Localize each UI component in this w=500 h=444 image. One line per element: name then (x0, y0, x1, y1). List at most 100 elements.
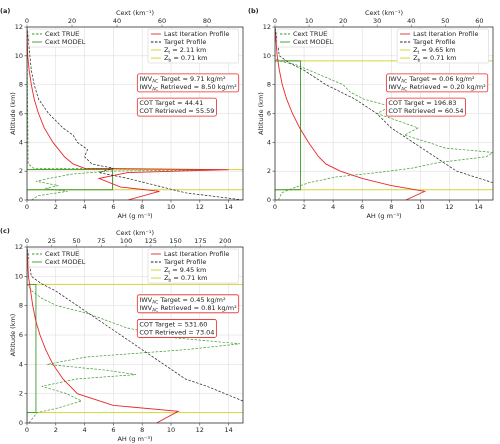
legend-label-rest: = 2.11 km (170, 46, 206, 54)
y-tick-label: 2 (267, 167, 271, 175)
x-tick-label: 12 (196, 426, 204, 434)
legend-label-rest: = 9.45 km (170, 266, 206, 274)
x-tick-label: 6 (111, 426, 115, 434)
panel-label: (b) (248, 7, 259, 15)
profile-line (275, 27, 493, 200)
cot-text: COT Retrieved = 55.59 (139, 107, 214, 115)
x-tick-label: 0 (25, 203, 29, 211)
iwv-text-sub: AC (152, 78, 158, 84)
cot-text: COT Target = 196.83 (388, 99, 456, 107)
plot-frame (274, 26, 494, 201)
panel-label: (a) (0, 7, 10, 15)
legend-label: Last Iteration Profile (413, 30, 478, 38)
legend-label: Cext TRUE (293, 30, 327, 38)
legend-box (396, 28, 489, 64)
y-tick-label: 4 (267, 138, 271, 146)
profile-line (27, 247, 243, 402)
x2-tick-label: 175 (194, 237, 206, 245)
iwv-text: IWVAC Target = 0.06 kg/m² (388, 75, 475, 84)
plot-frame (26, 26, 244, 201)
cot-text: COT Target = 44.41 (139, 99, 203, 107)
profile-line (27, 27, 113, 200)
legend-label-rest: = 0.71 km (420, 54, 456, 62)
profile-line (27, 27, 219, 200)
x-axis-label: AH (g m⁻³) (366, 212, 401, 220)
annotation-box (136, 73, 240, 93)
y-tick-label: 8 (267, 81, 271, 89)
y-axis-label: Altitude (km) (257, 92, 265, 135)
x2-tick-label: 125 (145, 237, 157, 245)
x-tick-label: 8 (140, 203, 144, 211)
iwv-text-rest: Retrieved = 0.81 kg/m² (158, 304, 237, 312)
profile-line (27, 247, 241, 423)
iwv-text-rest: Retrieved = 8.50 kg/m² (158, 83, 237, 91)
iwv-text: IWVAC Target = 9.71 kg/m² (139, 75, 226, 84)
y-axis-label: Altitude (km) (9, 314, 17, 357)
legend-label: Cext MODEL (293, 38, 334, 46)
x-tick-label: 6 (360, 203, 364, 211)
x-tick-label: 2 (54, 203, 58, 211)
x-tick-label: 2 (302, 203, 306, 211)
y-tick-label: 10 (15, 272, 23, 280)
iwv-text-sub: AC (152, 307, 158, 313)
legend-label-sub: t (418, 49, 420, 55)
x2-tick-label: 10 (305, 17, 313, 25)
x2-tick-label: 80 (203, 17, 211, 25)
legend-label-main: Z (413, 54, 418, 62)
legend-label: Zb = 0.71 km (164, 54, 208, 63)
y-tick-label: 12 (15, 23, 23, 31)
y-tick-label: 0 (19, 196, 23, 204)
y-tick-label: 6 (19, 110, 23, 118)
y-tick-label: 6 (19, 331, 23, 339)
legend-label: Cext TRUE (45, 250, 79, 258)
x-axis-label: AH (g m⁻³) (117, 435, 152, 443)
x2-tick-label: 60 (475, 17, 483, 25)
y-tick-label: 0 (267, 196, 271, 204)
y-tick-label: 6 (267, 110, 271, 118)
x-tick-label: 12 (445, 203, 453, 211)
iwv-text: IWVAC Retrieved = 0.20 kg/m² (388, 83, 486, 92)
legend-label-sub: t (168, 269, 170, 275)
annotation-box (385, 73, 489, 93)
x-tick-label: 2 (54, 426, 58, 434)
x-tick-label: 6 (111, 203, 115, 211)
legend-label: Target Profile (163, 38, 206, 46)
iwv-text: IWVAC Retrieved = 8.50 kg/m² (139, 83, 237, 92)
x2-tick-label: 40 (407, 17, 415, 25)
y-tick-label: 12 (15, 243, 23, 251)
y-tick-label: 8 (19, 81, 23, 89)
y-tick-label: 10 (15, 52, 23, 60)
y-tick-label: 8 (19, 302, 23, 310)
x2-tick-label: 200 (219, 237, 231, 245)
x-axis-label: AH (g m⁻³) (117, 212, 152, 220)
x-tick-label: 10 (167, 203, 175, 211)
x2-tick-label: 0 (25, 237, 29, 245)
iwv-text-sub: AC (152, 86, 158, 92)
cot-text: COT Retrieved = 60.54 (388, 107, 463, 115)
x2-tick-label: 100 (120, 237, 132, 245)
annotation-box (136, 97, 217, 117)
legend-label-main: Z (413, 46, 418, 54)
legend-label: Target Profile (412, 38, 455, 46)
legend-box (28, 28, 80, 48)
legend-label: Last Iteration Profile (164, 250, 229, 258)
iwv-text-sub: AC (401, 86, 407, 92)
iwv-text-rest: Target = 9.71 kg/m² (158, 75, 226, 83)
legend-box (28, 248, 80, 268)
iwv-text-rest: Target = 0.06 kg/m² (407, 75, 475, 83)
x2-tick-label: 20 (339, 17, 347, 25)
x-tick-label: 14 (224, 426, 232, 434)
plot-frame (26, 246, 244, 424)
x2-tick-label: 50 (72, 237, 80, 245)
annotation-box (136, 319, 217, 338)
profile-line (275, 27, 493, 184)
iwv-text-main: IWV (388, 83, 401, 91)
legend-label: Zt = 9.65 km (413, 46, 455, 55)
legend-label: Cext MODEL (45, 258, 86, 266)
iwv-text-main: IWV (139, 75, 152, 83)
x-tick-label: 8 (389, 203, 393, 211)
